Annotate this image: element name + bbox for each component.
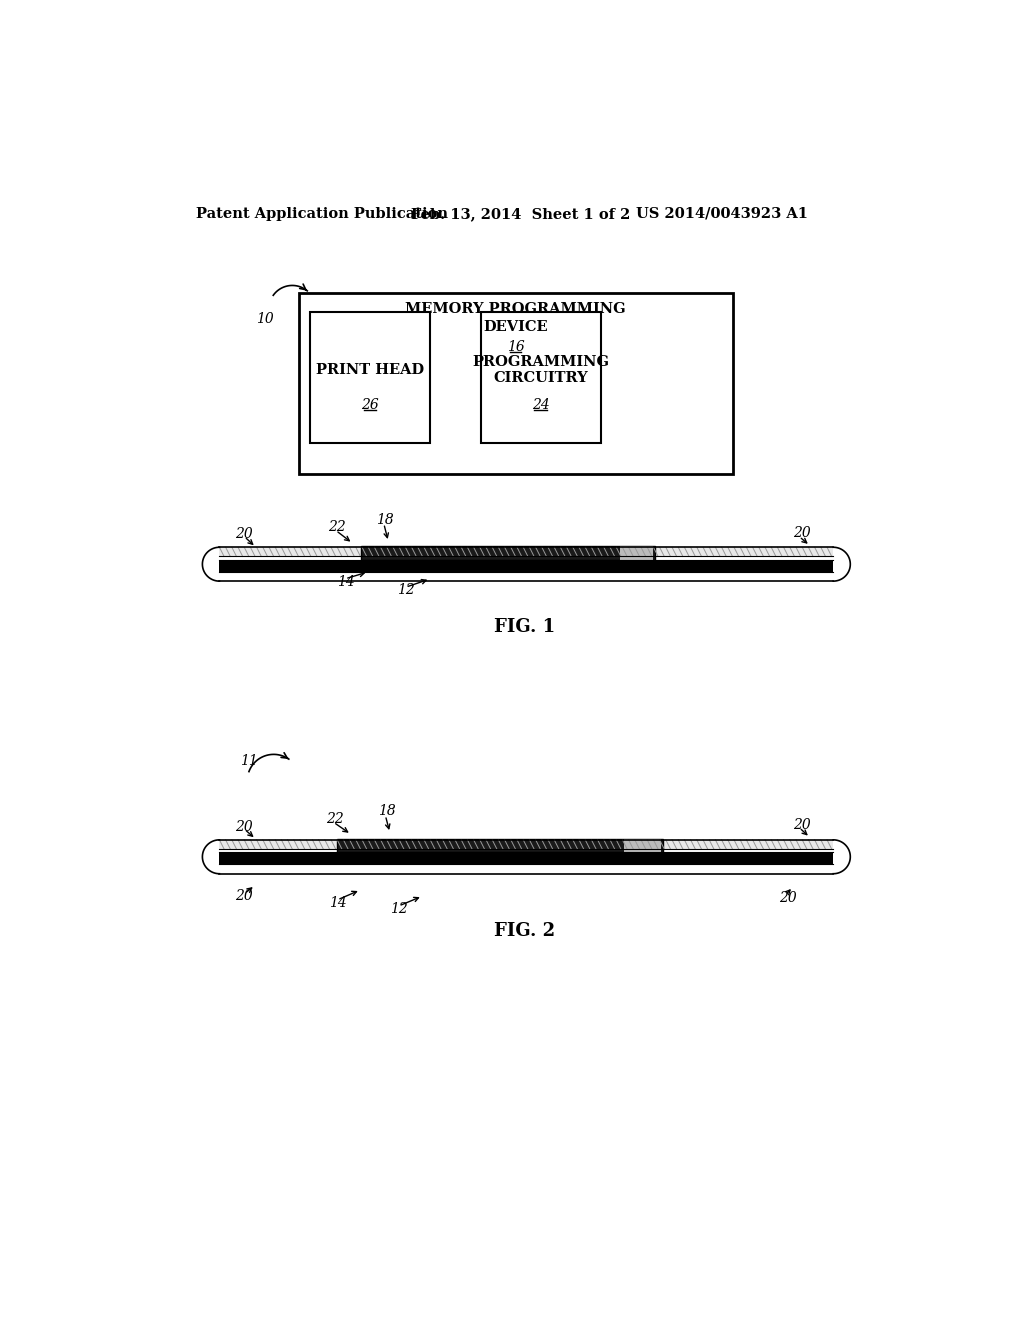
Text: 16: 16 (507, 341, 524, 354)
Text: MEMORY PROGRAMMING
DEVICE: MEMORY PROGRAMMING DEVICE (406, 301, 626, 334)
Text: Feb. 13, 2014  Sheet 1 of 2: Feb. 13, 2014 Sheet 1 of 2 (411, 207, 630, 220)
Text: FIG. 2: FIG. 2 (495, 921, 555, 940)
Text: 14: 14 (330, 896, 347, 909)
Bar (219, 840, 834, 874)
Text: Patent Application Publication: Patent Application Publication (197, 207, 449, 220)
Bar (299, 293, 732, 474)
Bar (480, 313, 601, 444)
Bar (360, 546, 655, 560)
Bar (219, 840, 834, 849)
Bar (219, 557, 834, 560)
Text: 22: 22 (328, 520, 346, 535)
Bar (219, 560, 834, 572)
Bar (219, 849, 834, 853)
Text: 20: 20 (793, 818, 811, 832)
Text: 20: 20 (793, 527, 811, 540)
Text: US 2014/0043923 A1: US 2014/0043923 A1 (636, 207, 808, 220)
Text: PROGRAMMING
CIRCUITRY: PROGRAMMING CIRCUITRY (472, 355, 609, 385)
Text: 18: 18 (378, 804, 395, 818)
Text: 20: 20 (234, 527, 253, 541)
Text: 20: 20 (779, 891, 797, 904)
Text: FIG. 1: FIG. 1 (495, 618, 555, 635)
Text: 24: 24 (531, 397, 550, 412)
Bar (337, 840, 663, 853)
Bar (621, 546, 653, 560)
Bar (219, 572, 834, 581)
Bar (219, 853, 834, 865)
Text: PRINT HEAD: PRINT HEAD (316, 363, 424, 378)
Text: 20: 20 (234, 820, 253, 834)
Text: 11: 11 (241, 754, 258, 767)
Text: 12: 12 (397, 582, 415, 597)
Text: 20: 20 (234, 890, 253, 903)
Bar (219, 548, 834, 581)
Text: 14: 14 (337, 576, 355, 589)
Text: 26: 26 (361, 397, 379, 412)
Bar (219, 548, 834, 557)
Bar (219, 865, 834, 874)
Bar (624, 840, 662, 853)
Text: 18: 18 (376, 512, 394, 527)
Text: 10: 10 (256, 312, 273, 326)
Text: 22: 22 (326, 812, 343, 826)
Bar (310, 313, 430, 444)
Text: 12: 12 (390, 902, 408, 916)
